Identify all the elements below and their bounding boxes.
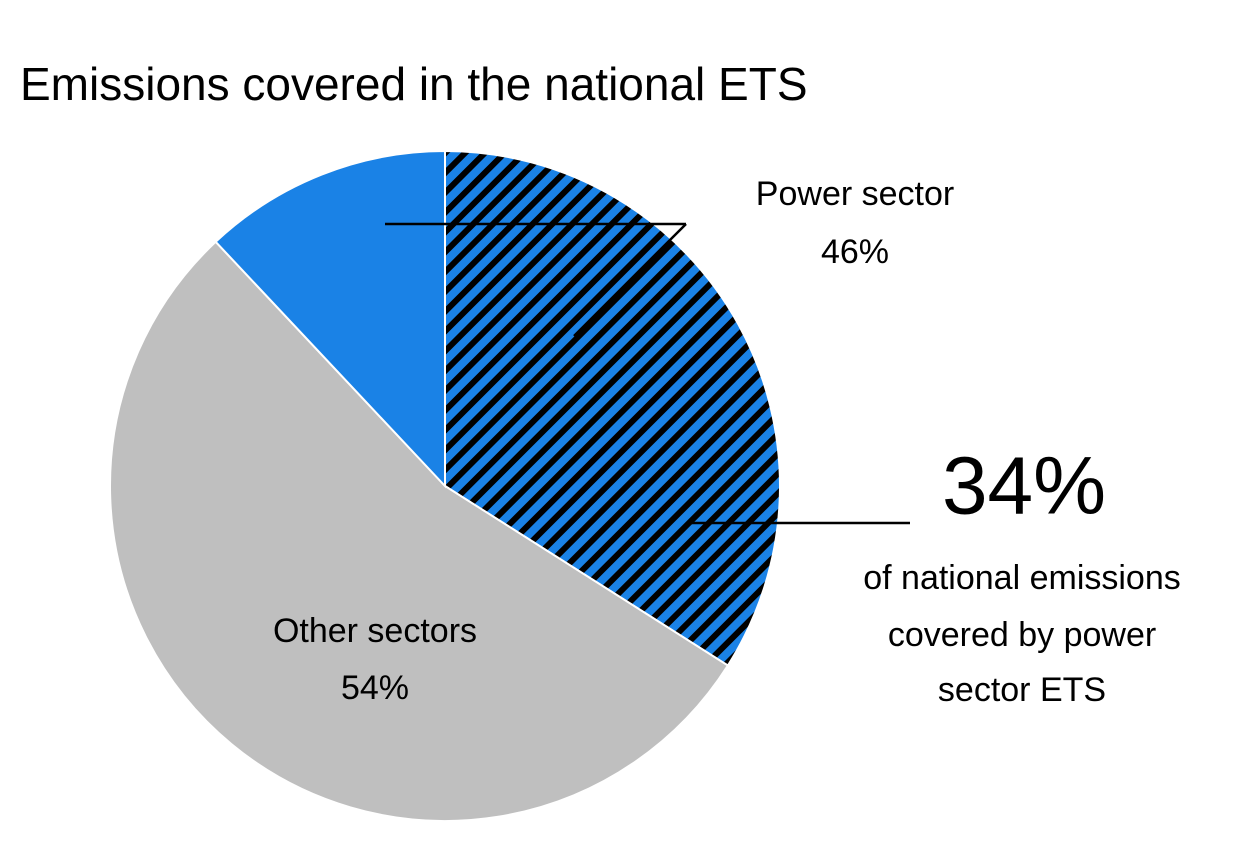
leader-line <box>573 223 687 337</box>
pie-slice <box>214 149 446 489</box>
slice-label: Other sectors <box>273 612 477 650</box>
highlight-text: sector ETS <box>938 671 1106 709</box>
slice-label: Power sector <box>756 175 954 213</box>
slice-value-label: 46% <box>821 233 889 271</box>
pie-slice <box>109 240 730 822</box>
highlight-text: covered by power <box>888 616 1156 654</box>
highlight-text: of national emissions <box>863 559 1181 597</box>
slice-value-label: 54% <box>341 669 409 707</box>
pie <box>109 149 781 822</box>
highlight-value-label: 34% <box>942 441 1106 532</box>
pie-slice-highlight <box>444 149 781 667</box>
chart-title: Emissions covered in the national ETS <box>20 58 808 110</box>
